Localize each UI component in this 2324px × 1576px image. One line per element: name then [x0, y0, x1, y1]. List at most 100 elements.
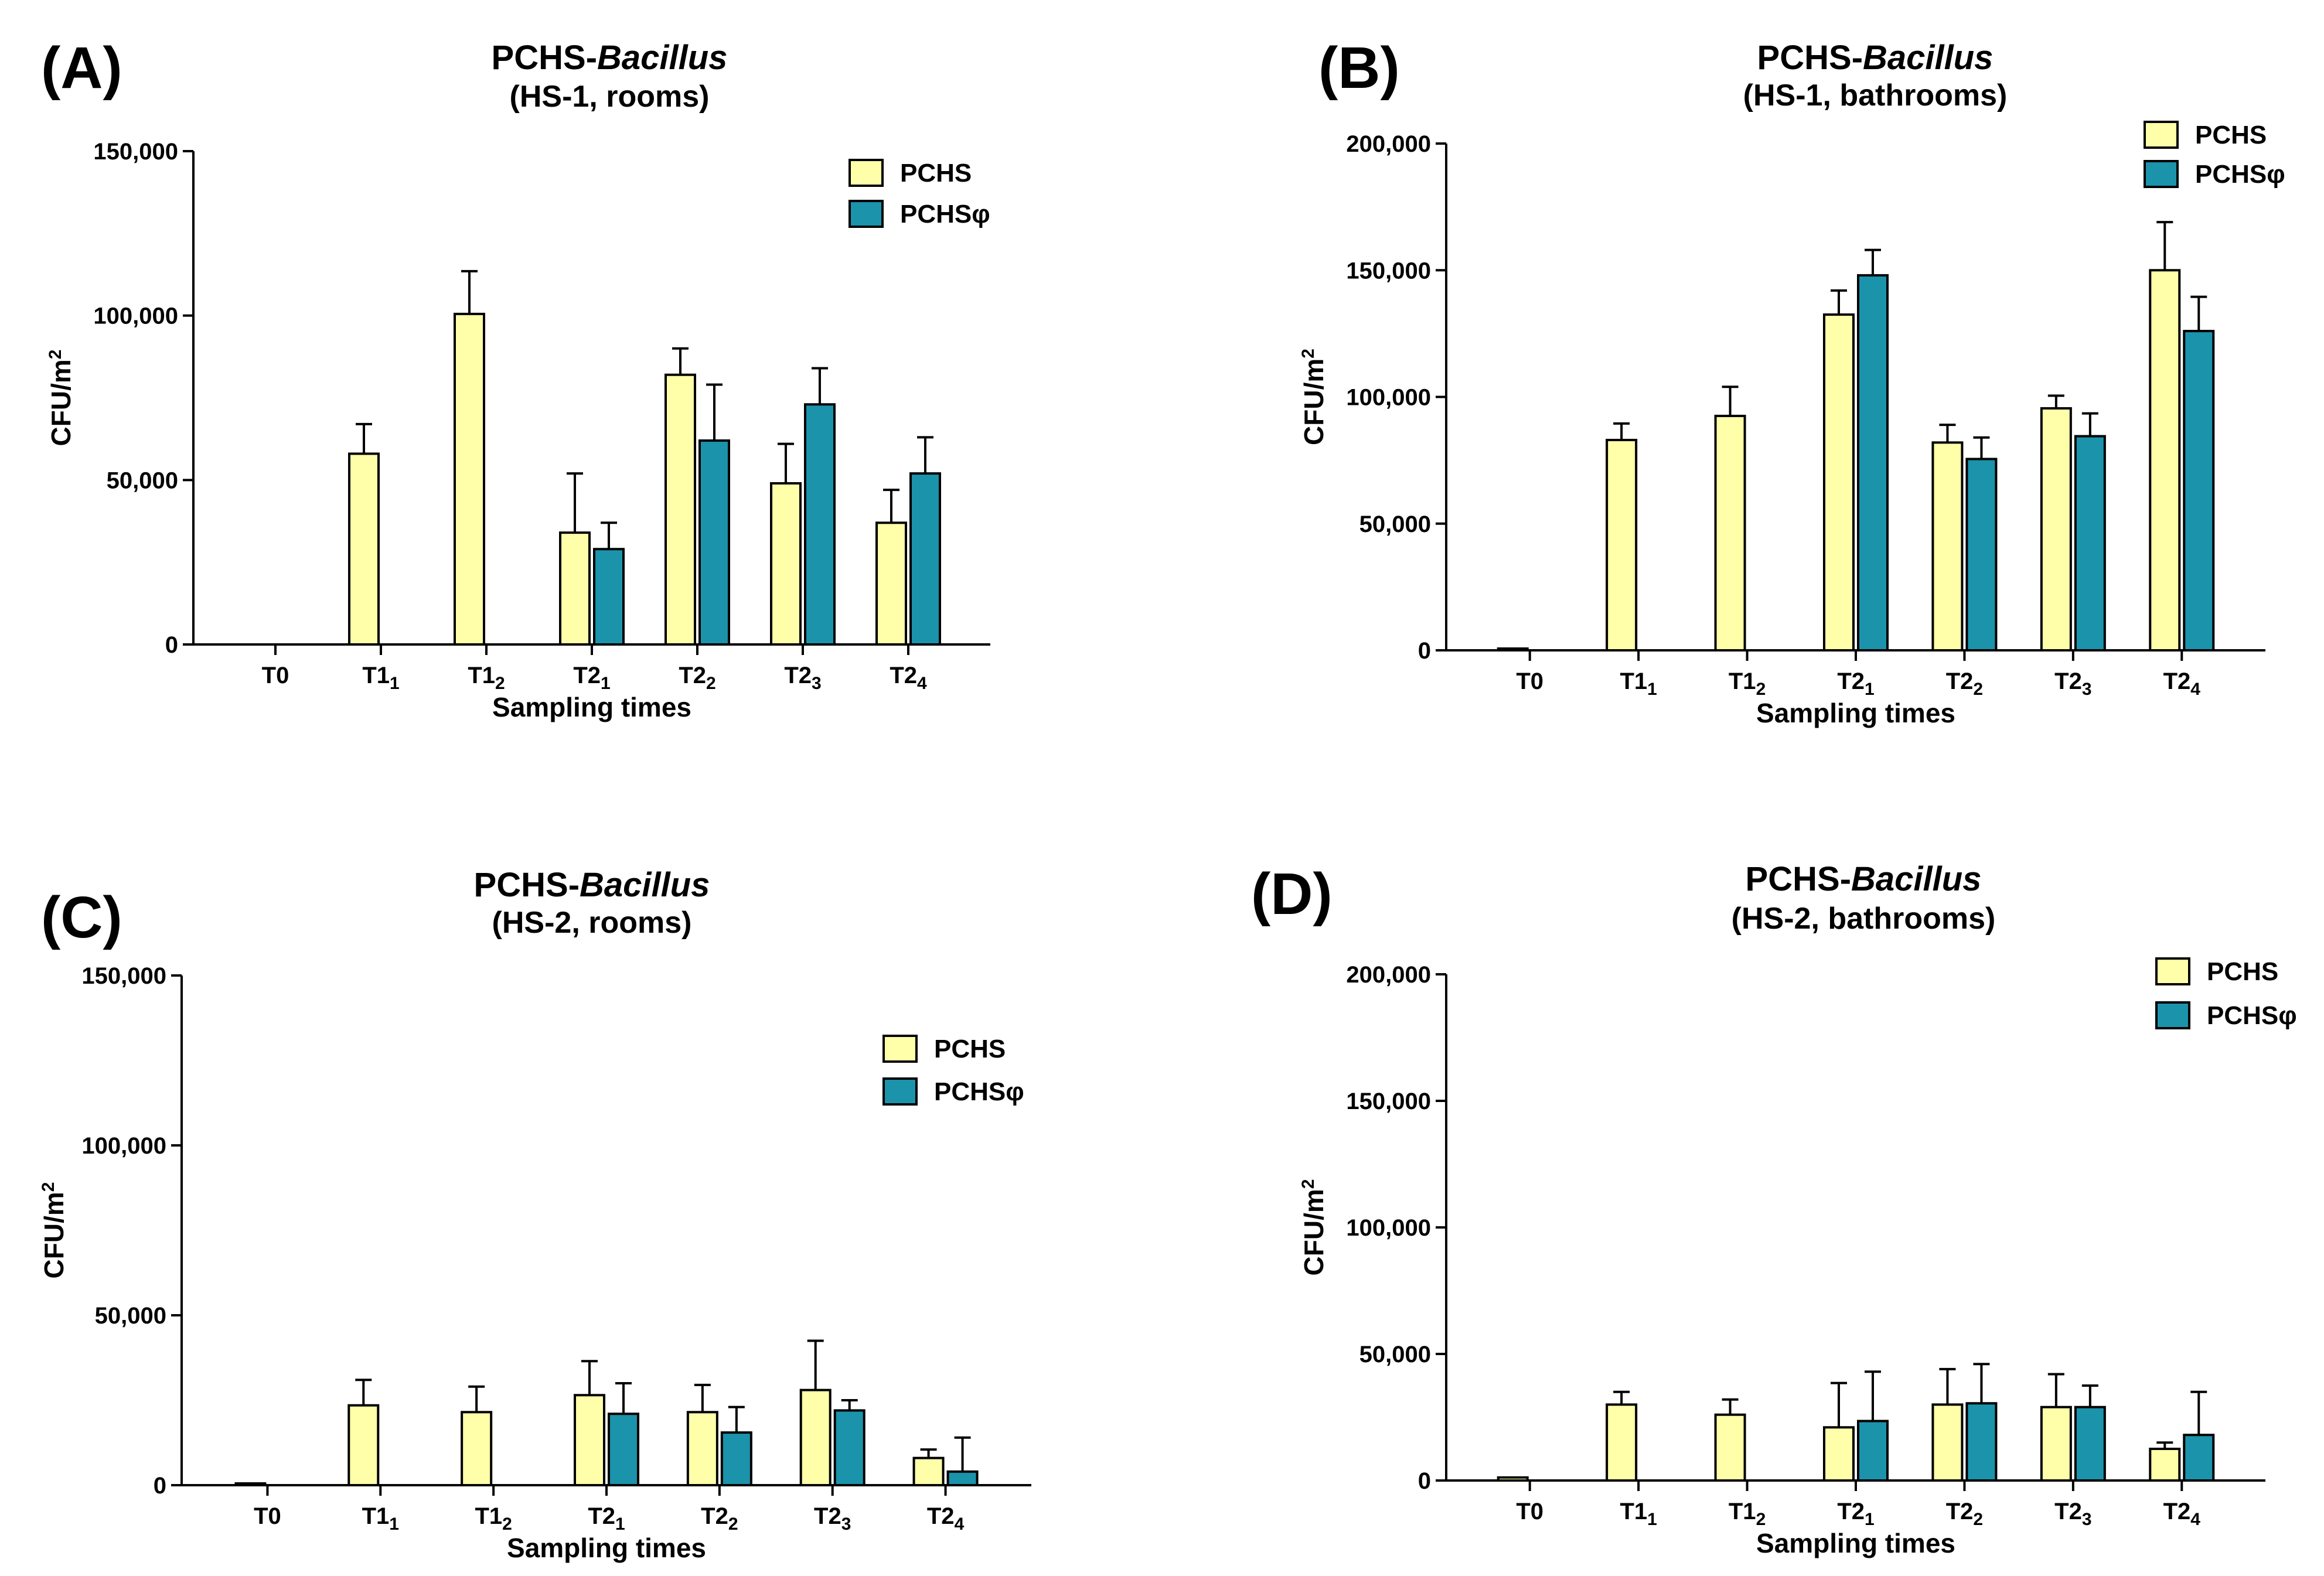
legend-swatch-pchs-phi	[2155, 1001, 2190, 1029]
bar-pchs-phi	[946, 1470, 979, 1487]
bar-pchs-phi	[1857, 274, 1889, 651]
x-tick-label-subscript: 2	[502, 1514, 512, 1534]
legend-swatch-pchs	[2144, 121, 2179, 149]
y-tick-label: 150,000	[1346, 1089, 1431, 1114]
legend-label-pchs: PCHS	[2207, 957, 2278, 986]
bar-pchs	[770, 482, 802, 646]
bar-pchs	[574, 1394, 605, 1487]
legend-label-pchs-phi: PCHSφ	[2207, 1001, 2297, 1030]
x-tick-label-base: T2	[2163, 668, 2191, 694]
y-tick-label: 0	[165, 632, 178, 658]
y-axis-label-text: CFU/m	[1299, 1189, 1329, 1275]
x-tick-label: T11	[1620, 1499, 1657, 1529]
chart-panel-d: (D) PCHS-Bacillus (HS-2, bathrooms) 0 50,000…	[1251, 860, 2297, 1558]
chart-title: PCHS-Bacillus	[492, 39, 728, 77]
bar-pchs	[665, 373, 696, 646]
chart-subtitle: (HS-1, bathrooms)	[1743, 79, 2008, 112]
chart-panel-a: (A) PCHS-Bacillus(HS-1, rooms) 0 50,000 100,…	[41, 35, 990, 722]
x-tick-label-subscript: 1	[601, 674, 611, 693]
bar-pchs	[1497, 647, 1529, 651]
bar-pchs	[875, 521, 907, 646]
chart-title: PCHS-Bacillus	[1757, 39, 1994, 77]
x-tick-label-base: T2	[1946, 1499, 1974, 1524]
legend-swatch-pchs	[2155, 957, 2190, 985]
x-tick-label-base: T2	[679, 663, 706, 688]
x-tick-label: T21	[573, 663, 610, 693]
y-tick-label: 50,000	[1359, 511, 1431, 537]
bar-pchs	[1714, 1413, 1746, 1482]
x-tick-label-subscript: 2	[728, 1514, 738, 1534]
bar-pchs	[234, 1482, 267, 1486]
chart-title-italic: Bacillus	[597, 39, 727, 77]
bar-pchs	[2040, 407, 2072, 652]
chart-title-italic: Bacillus	[580, 866, 710, 904]
x-tick-label-subscript: 3	[2082, 1510, 2092, 1529]
chart-title-italic: Bacillus	[1851, 860, 1981, 898]
y-tick-label: 0	[154, 1473, 166, 1499]
x-tick-label-base: T1	[362, 663, 390, 688]
bar-pchs-phi	[2074, 435, 2106, 651]
x-tick-label-subscript: 1	[615, 1514, 625, 1534]
y-tick-label: 100,000	[1346, 1215, 1431, 1241]
x-tick-label: T21	[1837, 668, 1874, 699]
x-tick-label: T21	[1837, 1499, 1874, 1529]
bar-pchs	[1823, 313, 1855, 651]
x-tick-label: T11	[362, 1503, 399, 1534]
x-axis-label: Sampling times	[1756, 1528, 1955, 1558]
x-tick-label-base: T2	[784, 663, 812, 688]
x-tick-label: T24	[2163, 668, 2201, 699]
y-tick-label: 150,000	[81, 963, 166, 989]
bar-pchs-phi	[593, 548, 625, 646]
bar-pchs	[1931, 1403, 1964, 1482]
x-tick-label-subscript: 2	[706, 674, 716, 693]
x-tick-label-base: T2	[2163, 1499, 2191, 1524]
x-tick-label-base: T2	[2054, 1499, 2082, 1524]
x-axis-label: Sampling times	[1756, 698, 1955, 728]
x-axis-label: Sampling times	[507, 1533, 706, 1563]
x-tick-label-base: T2	[927, 1503, 955, 1529]
y-tick-label: 200,000	[1346, 131, 1431, 157]
y-tick-label: 0	[1418, 638, 1431, 664]
bar-pchs-phi	[2183, 330, 2215, 651]
y-axis-label: CFU/m2	[1299, 349, 1330, 445]
chart-title-main: PCHS-	[1757, 39, 1863, 77]
bar-pchs-phi	[909, 472, 941, 646]
chart-panel-c: (C) PCHS-Bacillus(HS-2, rooms) 0 50,000 100,…	[39, 866, 1031, 1563]
bar-pchs	[2040, 1406, 2072, 1482]
bar-pchs-phi	[804, 403, 836, 646]
x-tick-label: T0	[254, 1503, 281, 1529]
x-tick-label-subscript: 3	[841, 1514, 851, 1534]
x-tick-label-subscript: 2	[1756, 1510, 1766, 1529]
x-tick-label: T23	[784, 663, 821, 693]
x-tick-label: T11	[1620, 668, 1657, 699]
x-tick-label-base: T1	[1729, 668, 1756, 694]
y-axis-label-superscript: 2	[39, 1182, 58, 1192]
y-tick-label: 150,000	[1346, 258, 1431, 284]
y-axis-label-text: CFU/m	[39, 1192, 69, 1278]
x-tick-label-base: T1	[468, 663, 495, 688]
bar-pchs	[1606, 1403, 1638, 1482]
bar-pchs-phi	[833, 1409, 865, 1486]
bar-pchs-phi	[608, 1413, 639, 1486]
x-tick-label-subscript: 1	[1865, 680, 1875, 699]
x-tick-label: T24	[890, 663, 927, 693]
y-axis-label: CFU/m2	[1299, 1179, 1330, 1276]
x-tick-label-base: T0	[1516, 1499, 1543, 1524]
bar-pchs	[2149, 1448, 2181, 1482]
panel-letter: (D)	[1251, 861, 1333, 927]
x-tick-label-subscript: 3	[2082, 680, 2092, 699]
chart-title: PCHS-Bacillus	[1746, 860, 1982, 898]
bar-pchs	[799, 1389, 832, 1487]
bar-pchs	[1606, 439, 1638, 652]
x-tick-label: T24	[2163, 1499, 2201, 1529]
y-tick-label: 0	[1418, 1468, 1431, 1494]
legend-label-pchs: PCHS	[2195, 121, 2267, 149]
y-axis-label-superscript: 2	[46, 350, 65, 360]
bar-pchs	[1931, 441, 1964, 651]
bar-pchs-phi	[2183, 1434, 2215, 1482]
x-tick-label: T0	[262, 663, 289, 688]
y-axis-label-superscript: 2	[1299, 1179, 1318, 1189]
x-tick-label-subscript: 1	[1865, 1510, 1875, 1529]
x-tick-label-base: T1	[1729, 1499, 1756, 1524]
